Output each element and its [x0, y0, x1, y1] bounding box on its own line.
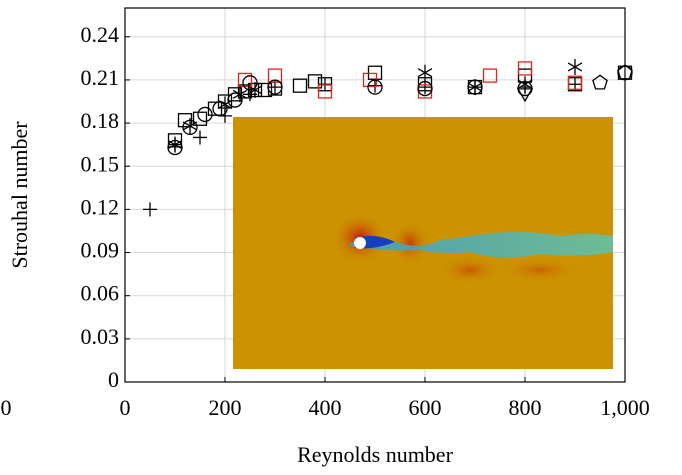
data-point: [367, 79, 383, 95]
y-tick-label: 0.03: [81, 324, 120, 349]
data-point: [217, 96, 233, 113]
data-point: [417, 64, 433, 81]
data-point: [467, 79, 483, 96]
data-point: [567, 75, 583, 90]
annotation: 0: [1, 395, 12, 420]
y-tick-label: 0.24: [81, 22, 120, 47]
data-point: [592, 74, 608, 90]
data-point: [367, 65, 383, 80]
data-point: [307, 74, 323, 89]
x-axis-label: Reynolds number: [297, 442, 453, 467]
plot-frame: [124, 7, 626, 383]
inset-image: [233, 117, 613, 369]
data-point: [227, 87, 243, 102]
data-point: [237, 72, 253, 88]
data-point: [482, 68, 498, 83]
y-tick-label: 0.18: [81, 108, 120, 133]
data-point: [267, 79, 283, 95]
data-point: [418, 80, 432, 95]
data-point: [193, 130, 207, 145]
x-tick-label: 600: [409, 395, 442, 420]
data-point: [318, 77, 332, 92]
data-point: [517, 61, 533, 76]
x-tick-label: 0: [120, 395, 131, 420]
data-point: [617, 64, 633, 80]
x-tick-label: 400: [309, 395, 342, 420]
y-tick-label: 0.09: [81, 238, 120, 263]
y-tick-label: 0.15: [81, 151, 120, 176]
data-point: [368, 78, 382, 93]
data-point: [143, 202, 157, 217]
x-tick-label: 200: [209, 395, 242, 420]
data-point: [317, 84, 333, 99]
data-point: [292, 78, 308, 93]
data-point: [197, 106, 213, 123]
data-point: [167, 136, 183, 153]
data-point: [516, 88, 534, 103]
x-tick-label: 1,000: [600, 395, 650, 420]
data-point: [517, 76, 533, 93]
data-point: [227, 92, 243, 108]
data-point: [267, 68, 283, 83]
data-point: [182, 117, 198, 134]
x-tick-label: 800: [509, 395, 542, 420]
data-point: [242, 75, 258, 91]
data-point: [192, 111, 208, 126]
y-tick-label: 0.06: [81, 281, 120, 306]
y-tick-label: 0: [108, 367, 119, 392]
data-point: [247, 81, 263, 98]
y-tick-label: 0.21: [81, 65, 120, 90]
data-point: [257, 82, 273, 98]
data-point: [567, 58, 583, 75]
data-point: [232, 86, 248, 103]
y-axis-label: Strouhal number: [7, 121, 32, 269]
data-point: [317, 77, 333, 92]
data-point: [417, 80, 433, 97]
y-tick-label: 0.12: [81, 194, 120, 219]
